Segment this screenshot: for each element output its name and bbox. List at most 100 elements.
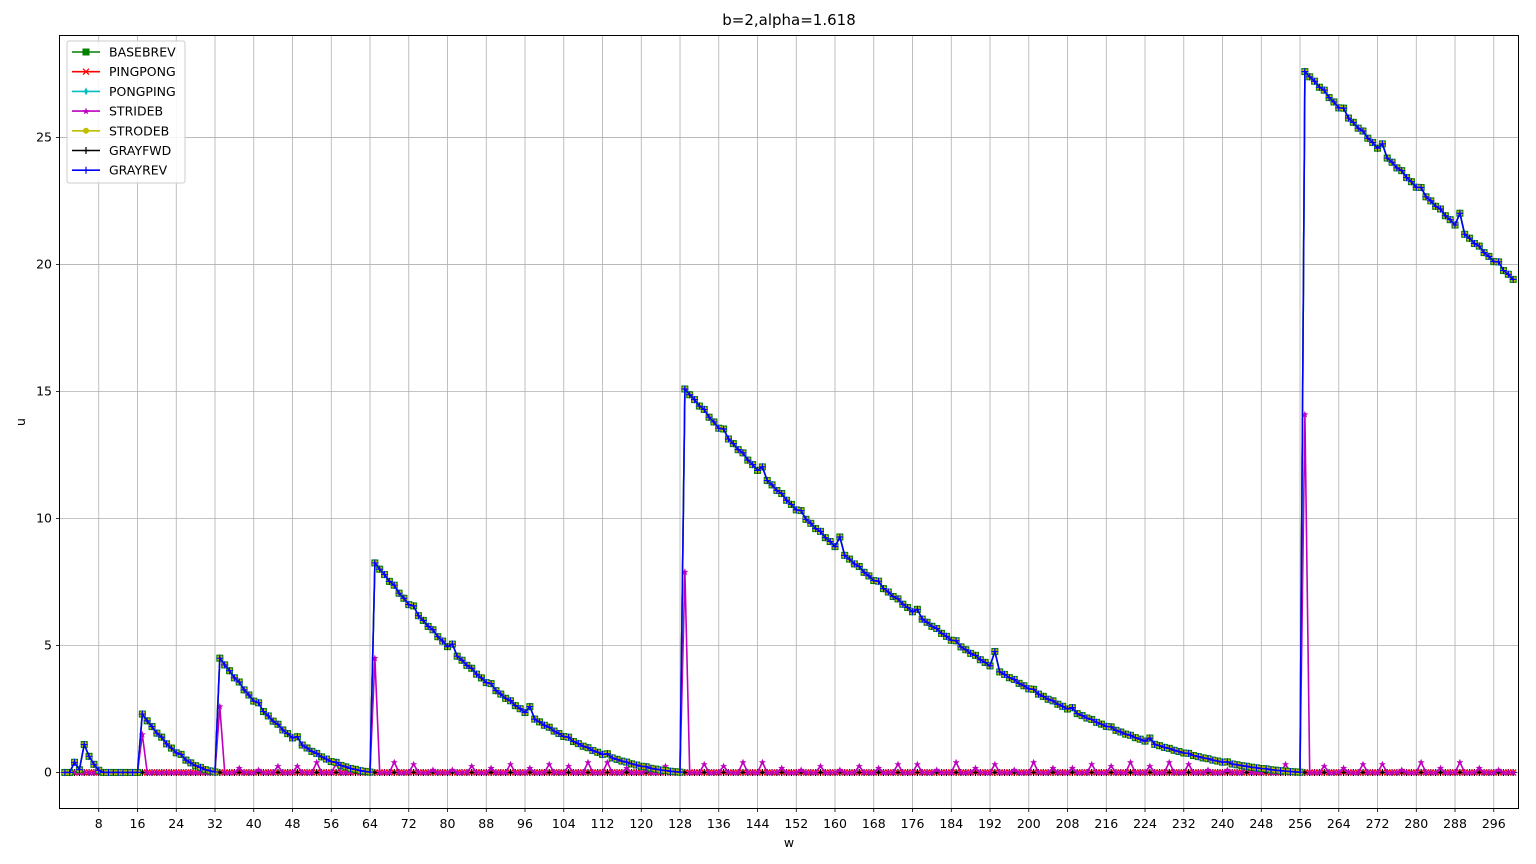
data-point-strideb xyxy=(487,764,495,772)
data-point-strideb xyxy=(1238,768,1246,776)
data-point-strideb xyxy=(1509,768,1517,776)
data-point-strideb xyxy=(158,768,166,776)
data-point-strideb xyxy=(710,768,718,776)
data-point-grayrev xyxy=(439,637,447,645)
data-point-strideb xyxy=(226,768,234,776)
data-point-grayrev xyxy=(603,750,611,758)
data-point-strideb xyxy=(618,768,626,776)
data-point-grayrev xyxy=(1068,704,1076,712)
data-point-strideb xyxy=(913,760,921,768)
data-point-strideb xyxy=(192,768,200,776)
x-tick-label: 208 xyxy=(1056,816,1080,831)
data-point-grayrev xyxy=(313,749,321,757)
data-point-grayrev xyxy=(516,705,524,713)
data-point-grayrev xyxy=(361,767,369,775)
data-point-grayrev xyxy=(245,691,253,699)
data-point-strideb xyxy=(187,768,195,776)
data-point-grayrev xyxy=(715,424,723,432)
data-point-strideb xyxy=(502,768,510,776)
data-point-grayrev xyxy=(647,764,655,772)
data-point-grayrev xyxy=(400,594,408,602)
data-point-strideb xyxy=(1126,758,1134,766)
data-point-strideb xyxy=(933,766,941,774)
data-point-strideb xyxy=(1068,764,1076,772)
data-point-grayrev xyxy=(226,667,234,675)
data-point-grayrev xyxy=(589,746,597,754)
data-point-grayrev xyxy=(66,768,74,776)
data-point-strideb xyxy=(521,768,529,776)
data-point-strideb xyxy=(729,768,737,776)
data-point-strideb xyxy=(458,768,466,776)
data-point-grayrev xyxy=(855,563,863,571)
data-point-strideb xyxy=(468,762,476,770)
data-point-grayrev xyxy=(802,515,810,523)
data-point-grayrev xyxy=(1097,720,1105,728)
data-point-grayrev xyxy=(584,744,592,752)
data-point-strideb xyxy=(410,760,418,768)
data-point-strideb xyxy=(405,768,413,776)
legend-item: PINGPONG xyxy=(72,64,176,79)
data-point-grayrev xyxy=(424,622,432,630)
data-point-grayrev xyxy=(676,768,684,776)
data-point-grayrev xyxy=(448,640,456,648)
data-point-strideb xyxy=(1025,768,1033,776)
x-tick-label: 120 xyxy=(629,816,653,831)
legend-label: STRIDEB xyxy=(109,104,163,119)
data-point-strideb xyxy=(318,768,326,776)
data-point-strideb xyxy=(1311,768,1319,776)
data-point-strideb xyxy=(1093,768,1101,776)
data-point-grayrev xyxy=(414,612,422,620)
data-point-strideb xyxy=(1170,768,1178,776)
y-tick-label: 15 xyxy=(36,384,52,399)
data-point-grayrev xyxy=(787,500,795,508)
data-point-grayrev xyxy=(860,568,868,576)
x-tick-label: 64 xyxy=(362,816,378,831)
data-point-grayrev xyxy=(1475,242,1483,250)
data-point-grayrev xyxy=(967,649,975,657)
data-point-grayrev xyxy=(783,496,791,504)
y-tick-label: 10 xyxy=(36,511,52,526)
data-point-grayrev xyxy=(1204,755,1212,763)
data-point-grayrev xyxy=(298,741,306,749)
data-point-grayrev xyxy=(850,560,858,568)
data-point-grayrev xyxy=(565,733,573,741)
data-point-grayrev xyxy=(390,581,398,589)
data-point-grayrev xyxy=(642,763,650,771)
data-point-strideb xyxy=(976,768,984,776)
data-point-strideb xyxy=(477,768,485,776)
data-point-grayrev xyxy=(1194,753,1202,761)
data-point-strideb xyxy=(836,766,844,774)
data-point-grayrev xyxy=(264,712,272,720)
data-point-grayrev xyxy=(1495,258,1503,266)
series-layer xyxy=(61,67,1517,777)
data-point-strideb xyxy=(1141,768,1149,776)
data-point-grayrev xyxy=(1262,765,1270,773)
data-point-grayrev xyxy=(904,603,912,611)
data-point-grayrev xyxy=(1010,675,1018,683)
data-point-grayrev xyxy=(463,661,471,669)
data-point-strideb xyxy=(739,758,747,766)
data-point-strideb xyxy=(289,768,297,776)
data-point-grayrev xyxy=(351,765,359,773)
data-point-strideb xyxy=(1301,410,1309,418)
data-point-grayrev xyxy=(608,754,616,762)
data-point-strideb xyxy=(1436,764,1444,772)
data-point-grayrev xyxy=(332,758,340,766)
data-point-grayrev xyxy=(410,602,418,610)
data-point-grayrev xyxy=(1374,144,1382,152)
data-point-grayrev xyxy=(899,600,907,608)
data-point-grayrev xyxy=(143,717,151,725)
data-point-grayrev xyxy=(274,720,282,728)
data-point-grayrev xyxy=(1344,114,1352,122)
data-point-strideb xyxy=(1199,768,1207,776)
data-point-grayrev xyxy=(1296,768,1304,776)
data-point-grayrev xyxy=(695,402,703,410)
data-point-strideb xyxy=(526,764,534,772)
data-point-strideb xyxy=(1325,768,1333,776)
data-point-grayrev xyxy=(1030,685,1038,693)
data-point-strideb xyxy=(1374,768,1382,776)
data-point-strideb xyxy=(720,762,728,770)
data-point-grayrev xyxy=(269,717,277,725)
legend-label: PONGPING xyxy=(109,84,176,99)
x-tick-label: 104 xyxy=(552,816,576,831)
